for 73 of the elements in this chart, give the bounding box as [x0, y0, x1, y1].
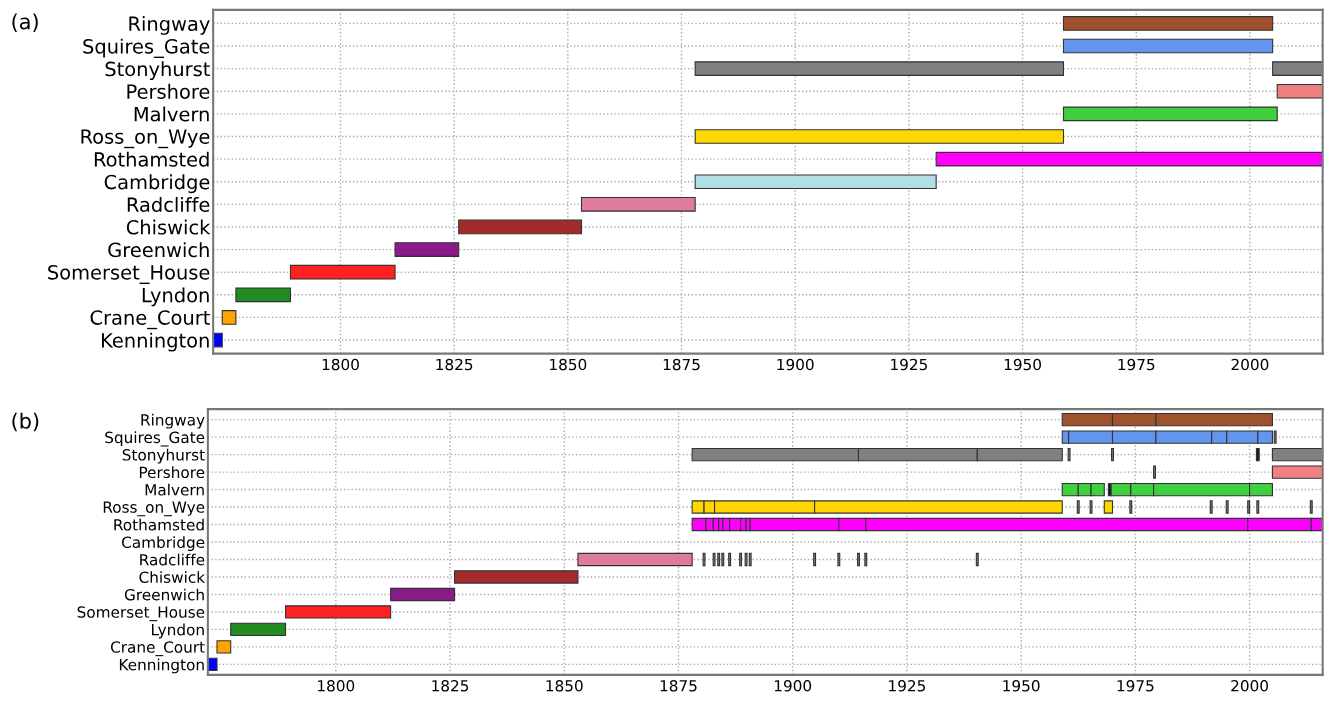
x-tick-label: 1875 — [660, 680, 697, 692]
x-tick-label: 2000 — [1231, 358, 1269, 371]
bar — [284, 605, 392, 619]
x-tick-label: 1900 — [774, 680, 812, 692]
x-tick-label: 1825 — [436, 358, 473, 371]
text: (b) — [12, 412, 39, 432]
y-tick-label: Crane_Court — [90, 310, 210, 330]
text: (a) — [12, 13, 38, 32]
y-tick-label: Ringway — [141, 413, 205, 429]
y-tick-label: Pershore — [127, 83, 210, 99]
y-tick-label: Squires_Gate — [105, 431, 205, 447]
x-tick-label: 1900 — [777, 358, 814, 371]
x-tick-label: 1800 — [322, 358, 359, 371]
bar — [935, 151, 1323, 167]
bar — [1255, 447, 1260, 462]
bar — [1062, 16, 1274, 31]
x-tick-label: 1800 — [318, 680, 355, 692]
y-tick-label: Chiswick — [126, 219, 211, 235]
bar — [1271, 465, 1323, 479]
y-tick-label: Radcliffe — [140, 553, 205, 566]
bar — [221, 310, 237, 325]
x-tick-label: 1875 — [663, 358, 700, 371]
x-tick-label: 1850 — [550, 358, 587, 371]
bar — [694, 129, 1065, 144]
x-tick-label: 1825 — [432, 680, 469, 692]
y-tick-label: Cambridge — [122, 536, 205, 551]
y-tick-label: Squires_Gate — [83, 38, 210, 58]
bar — [390, 587, 456, 602]
x-tick-label: 1925 — [891, 358, 927, 371]
y-tick-label: Lyndon — [152, 623, 204, 639]
y-tick-label: Lyndon — [142, 287, 209, 307]
x-tick-label: 1950 — [1004, 358, 1041, 371]
y-tick-label: Somerset_House — [77, 606, 205, 622]
y-tick-label: Malvern — [134, 106, 209, 122]
y-tick-label: Greenwich — [108, 242, 209, 258]
y-tick-label: Greenwich — [124, 588, 204, 601]
bar — [216, 640, 232, 654]
bar — [230, 622, 287, 637]
x-tick-label: 1975 — [1117, 680, 1154, 692]
bar — [289, 264, 396, 280]
y-tick-label: Ross_on_Wye — [81, 129, 210, 149]
y-tick-label: Stonyhurst — [105, 61, 210, 81]
bar — [458, 219, 583, 235]
bar — [454, 570, 579, 584]
y-tick-label: Radcliffe — [127, 196, 210, 213]
y-tick-label: Rothamsted — [114, 518, 204, 531]
y-tick-label: Somerset_House — [48, 264, 210, 284]
x-tick-label: 1975 — [1118, 358, 1155, 371]
y-tick-label: Crane_Court — [110, 641, 205, 657]
bar — [1276, 83, 1323, 99]
bar — [1103, 500, 1114, 514]
y-tick-label: Kennington — [119, 658, 204, 674]
bar — [694, 174, 937, 190]
y-tick-label: Chiswick — [139, 571, 206, 583]
y-tick-label: Stonyhurst — [122, 448, 205, 464]
y-tick-label: Cambridge — [104, 174, 210, 194]
bar — [1062, 106, 1278, 122]
bar — [235, 287, 292, 303]
bar — [577, 552, 693, 567]
bar — [1062, 38, 1274, 54]
x-tick-label: 1950 — [1003, 680, 1040, 692]
x-tick-label: 1850 — [546, 680, 583, 692]
y-tick-label: Ross_on_Wye — [103, 501, 205, 517]
y-tick-label: Malvern — [145, 483, 204, 496]
x-tick-label: 2000 — [1231, 680, 1268, 692]
y-tick-label: Kennington — [101, 332, 209, 352]
bar — [207, 657, 218, 672]
x-tick-label: 1925 — [889, 680, 926, 692]
bar — [580, 197, 696, 212]
y-tick-label: Pershore — [139, 466, 205, 479]
y-tick-label: Rothamsted — [94, 151, 209, 167]
bar — [394, 242, 460, 257]
y-tick-label: Ringway — [129, 16, 210, 35]
